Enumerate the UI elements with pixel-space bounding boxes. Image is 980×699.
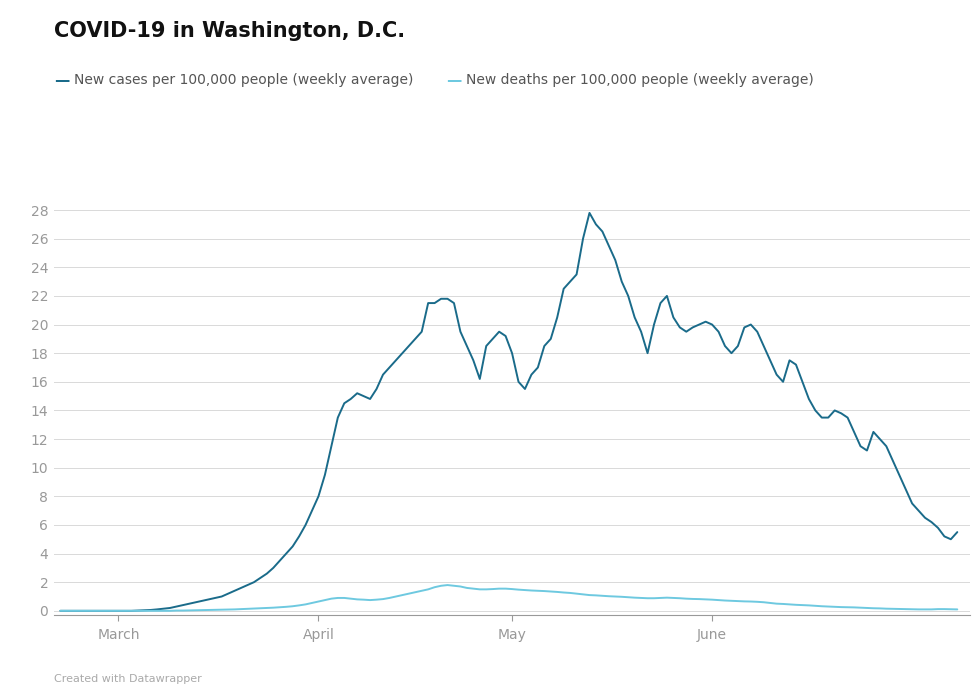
Text: New cases per 100,000 people (weekly average): New cases per 100,000 people (weekly ave… xyxy=(74,73,413,87)
Text: —: — xyxy=(446,73,462,88)
Text: COVID-19 in Washington, D.C.: COVID-19 in Washington, D.C. xyxy=(54,21,405,41)
Text: New deaths per 100,000 people (weekly average): New deaths per 100,000 people (weekly av… xyxy=(466,73,813,87)
Text: Created with Datawrapper: Created with Datawrapper xyxy=(54,674,202,684)
Text: —: — xyxy=(54,73,70,88)
